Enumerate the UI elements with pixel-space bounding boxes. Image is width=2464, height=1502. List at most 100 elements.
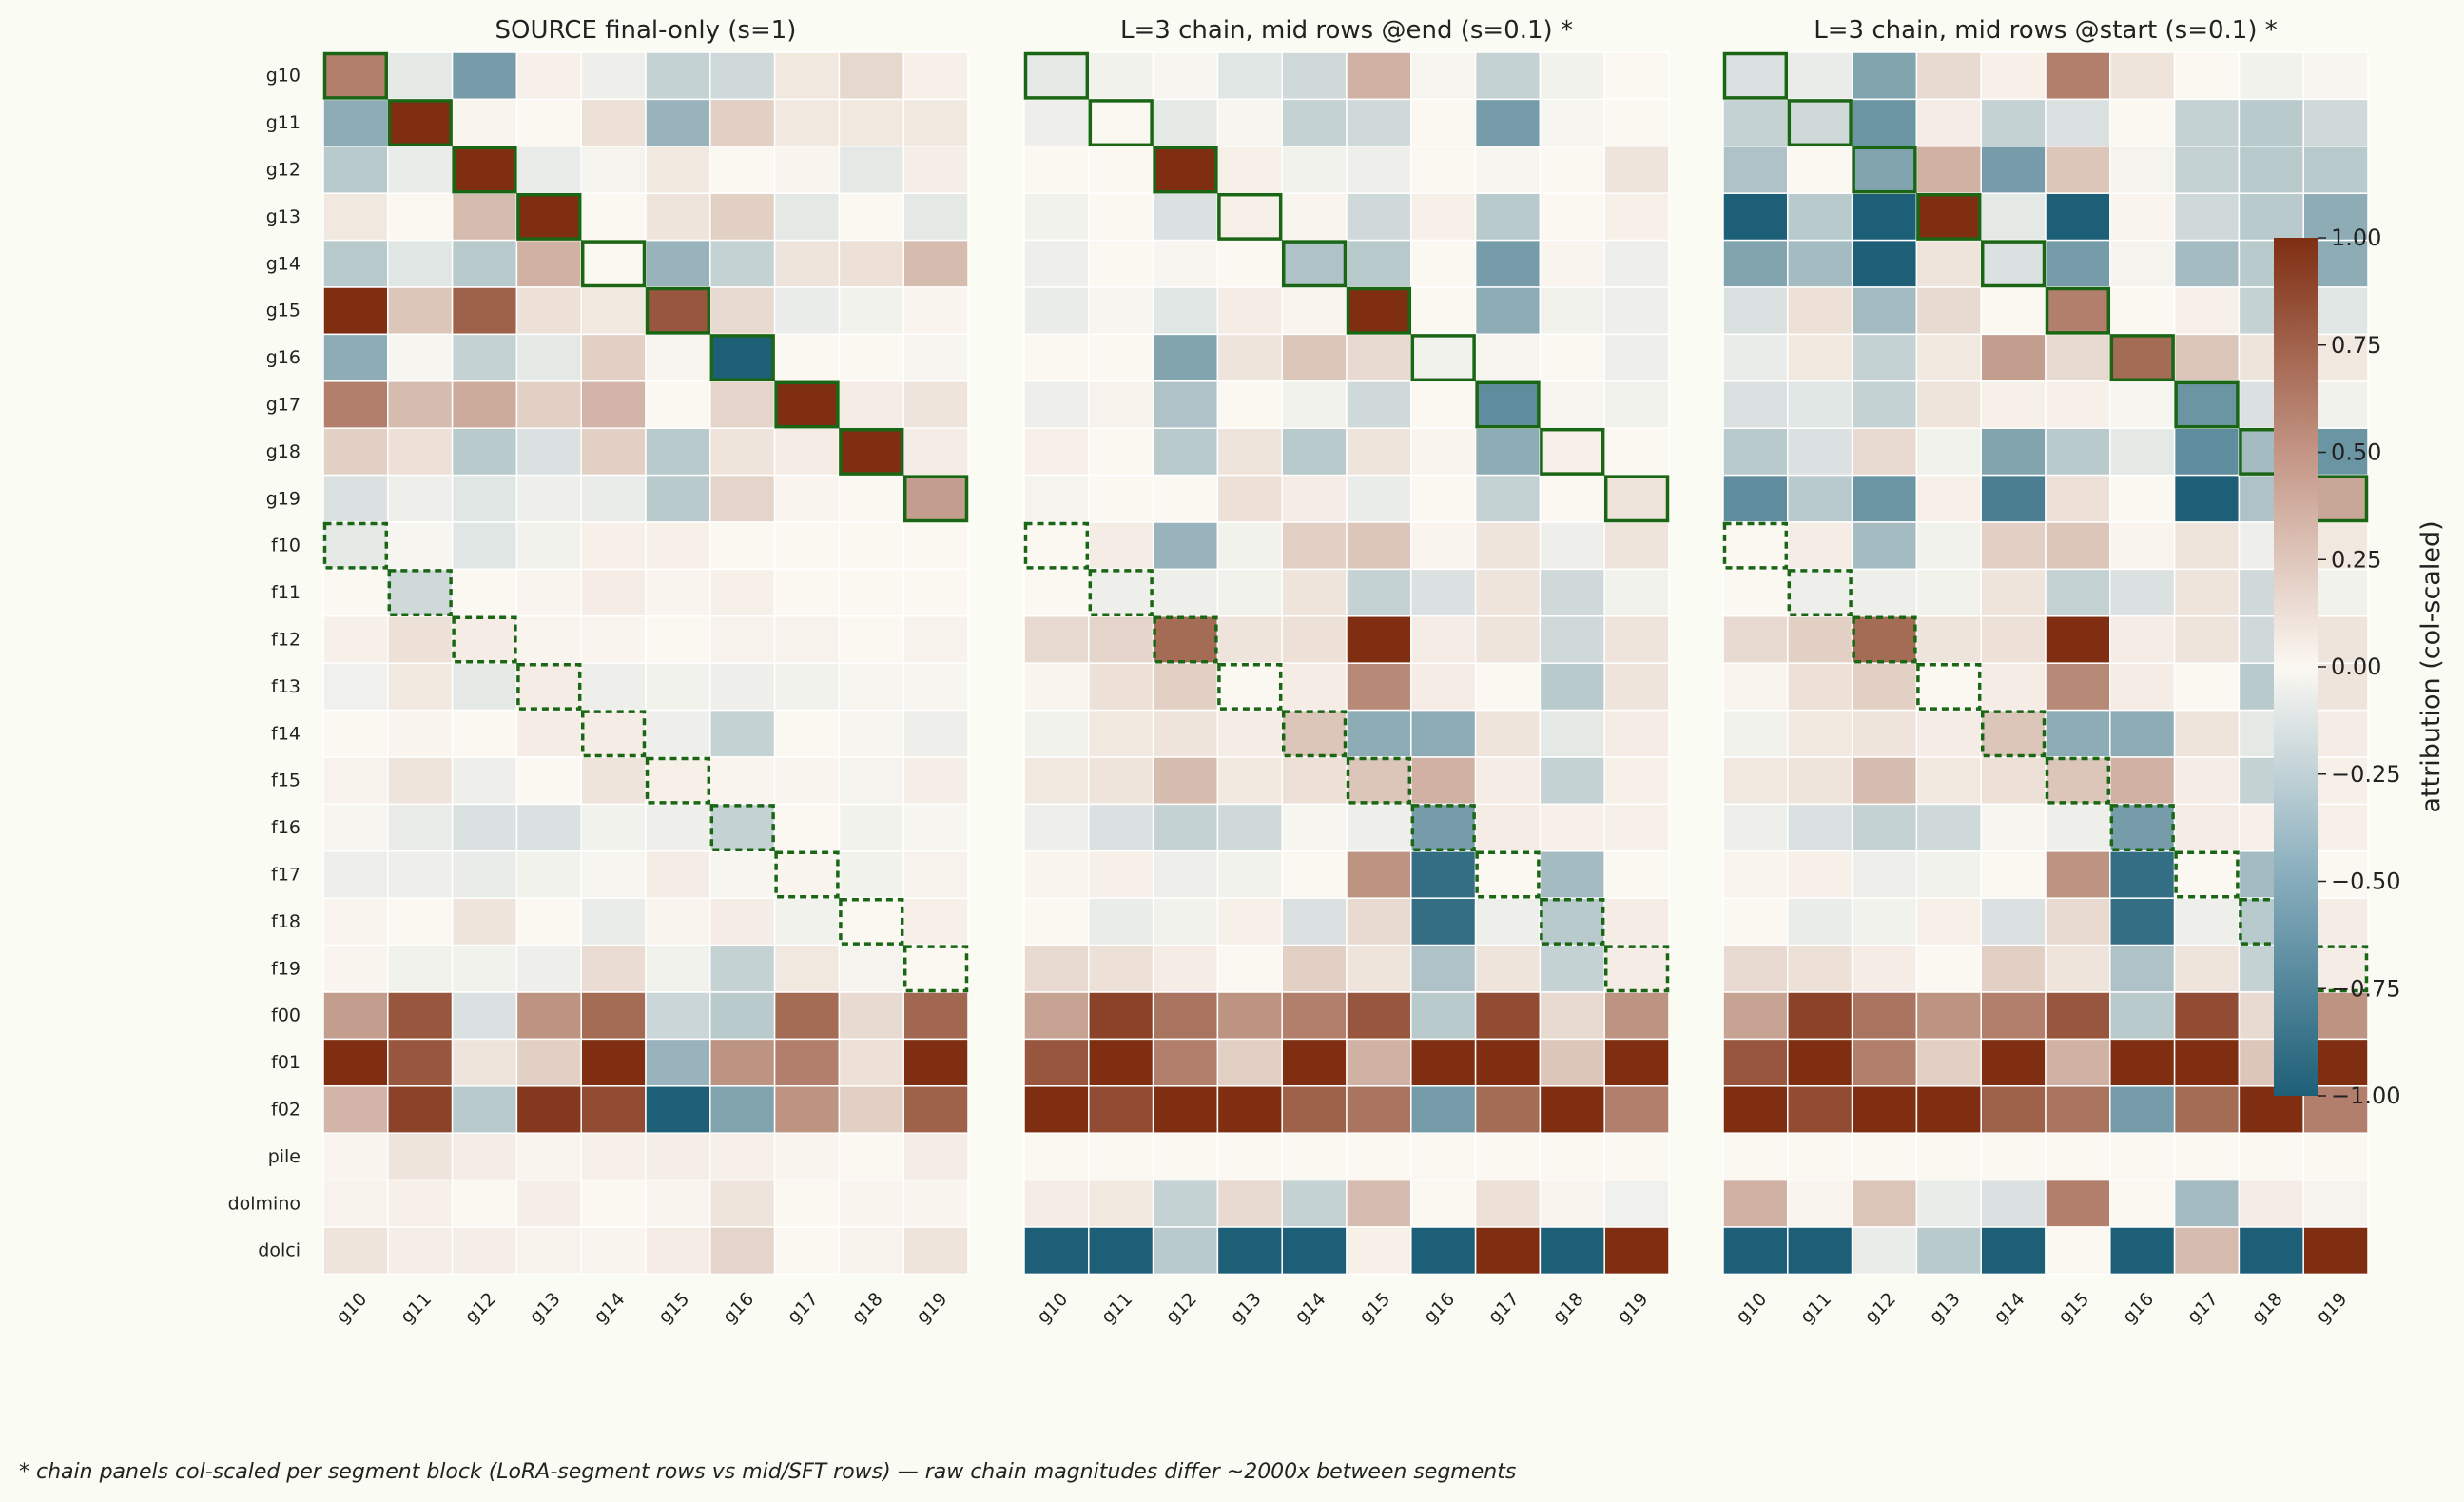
diagonal-highlight-dashed <box>2109 804 2175 852</box>
diagonal-highlight-solid <box>1540 427 1605 476</box>
heatmap-cell <box>1474 1132 1542 1181</box>
heatmap-cell <box>515 709 582 758</box>
heatmap-cell <box>1980 662 2047 712</box>
heatmap-cell <box>2109 98 2176 147</box>
heatmap-cell <box>1281 850 1348 899</box>
heatmap-cell <box>1539 850 1605 899</box>
heatmap-cell <box>1346 756 1412 806</box>
heatmap-cell <box>1915 333 1982 382</box>
heatmap-cell <box>1851 803 1918 852</box>
heatmap-cell <box>515 286 582 336</box>
heatmap-cell <box>1722 756 1789 806</box>
heatmap-cell <box>2173 709 2241 758</box>
heatmap-cell <box>580 474 647 523</box>
heatmap-cell <box>387 427 454 477</box>
heatmap-cell <box>1787 380 1853 429</box>
heatmap-cell <box>1915 850 1982 899</box>
heatmap-cell <box>1346 427 1412 477</box>
heatmap-cell <box>1915 944 1982 993</box>
column-label: g15 <box>654 1289 693 1328</box>
heatmap-cell <box>1915 286 1982 336</box>
column-label: g16 <box>2119 1289 2158 1328</box>
heatmap-cell <box>1023 98 1090 147</box>
heatmap-cell <box>1980 380 2047 429</box>
heatmap-cell <box>515 474 582 523</box>
heatmap-cell <box>515 239 582 288</box>
heatmap-cell <box>645 803 711 852</box>
heatmap-cell <box>1603 98 1670 147</box>
heatmap-cell <box>1603 286 1670 336</box>
heatmap-cell <box>1980 333 2047 382</box>
heatmap-cell <box>1023 944 1090 993</box>
heatmap-cell <box>1603 1226 1670 1276</box>
diagonal-highlight-dashed <box>2045 756 2111 805</box>
heatmap-cell <box>902 944 969 993</box>
heatmap-cell <box>2045 239 2111 288</box>
heatmap-cell <box>838 944 904 993</box>
heatmap-cell <box>1980 51 2047 101</box>
heatmap-cell <box>2302 98 2369 147</box>
diagonal-highlight-solid <box>1346 286 1412 335</box>
heatmap-cell <box>1216 192 1283 242</box>
heatmap-cell <box>1915 615 1982 664</box>
heatmap-cell <box>1915 991 1982 1041</box>
heatmap-cell <box>1787 1179 1853 1228</box>
heatmap-cell <box>1915 1038 1982 1087</box>
heatmap-cell <box>773 474 841 523</box>
heatmap-cell <box>773 568 841 617</box>
diagonal-highlight-dashed <box>1787 569 1853 617</box>
heatmap-cell <box>387 897 454 946</box>
heatmap-cell <box>322 51 389 101</box>
diagonal-highlight-solid <box>1852 146 1917 194</box>
heatmap-cell <box>1474 239 1542 288</box>
heatmap-cell <box>322 803 389 852</box>
heatmap-cell <box>709 192 776 242</box>
heatmap-cell <box>2045 1226 2111 1276</box>
heatmap-cell <box>2109 1085 2176 1134</box>
heatmap-cell <box>1346 474 1412 523</box>
heatmap-cell <box>1410 850 1477 899</box>
heatmap-cell <box>1023 286 1090 336</box>
heatmap-cell <box>1603 709 1670 758</box>
row-label: f13 <box>271 676 301 697</box>
heatmap-cell <box>1603 1132 1670 1181</box>
heatmap-cell <box>1281 333 1348 382</box>
heatmap-cell <box>1410 944 1477 993</box>
diagonal-highlight-dashed <box>580 710 647 758</box>
heatmap-cell <box>1474 1179 1542 1228</box>
heatmap-cell <box>1088 192 1154 242</box>
column-label: g11 <box>1796 1289 1835 1328</box>
column-label: g12 <box>1162 1289 1201 1328</box>
heatmap-cell <box>1023 709 1090 758</box>
heatmap-cell <box>1539 615 1605 664</box>
heatmap-cell <box>1152 474 1219 523</box>
column-label: g14 <box>590 1289 629 1328</box>
row-label: f17 <box>271 865 301 886</box>
heatmap-cell <box>451 803 518 852</box>
column-label: g18 <box>1548 1289 1587 1328</box>
heatmap-cell <box>709 521 776 571</box>
heatmap-cell <box>773 756 841 806</box>
heatmap-cell <box>773 944 841 993</box>
colorbar-label: attribution (col-scaled) <box>2416 520 2446 812</box>
heatmap-cell <box>1603 427 1670 477</box>
heatmap-cell <box>1603 944 1670 993</box>
heatmap-cell <box>1539 380 1605 429</box>
heatmap-cell <box>1722 1038 1789 1087</box>
heatmap-cell <box>1152 568 1219 617</box>
heatmap-cell <box>2173 239 2241 288</box>
heatmap-cell <box>838 850 904 899</box>
heatmap-cell <box>1023 427 1090 477</box>
heatmap-cell <box>322 662 389 712</box>
heatmap-cell <box>580 239 647 288</box>
heatmap-cell <box>1474 897 1542 946</box>
heatmap-cell <box>2045 1038 2111 1087</box>
column-label: g16 <box>719 1289 758 1328</box>
heatmap-cell <box>1851 850 1918 899</box>
heatmap-cell <box>1346 192 1412 242</box>
diagonal-highlight-solid <box>2174 380 2240 429</box>
heatmap-cell <box>451 615 518 664</box>
diagonal-highlight-dashed <box>387 569 453 617</box>
heatmap-cell <box>2109 1226 2176 1276</box>
heatmap-cell <box>709 662 776 712</box>
